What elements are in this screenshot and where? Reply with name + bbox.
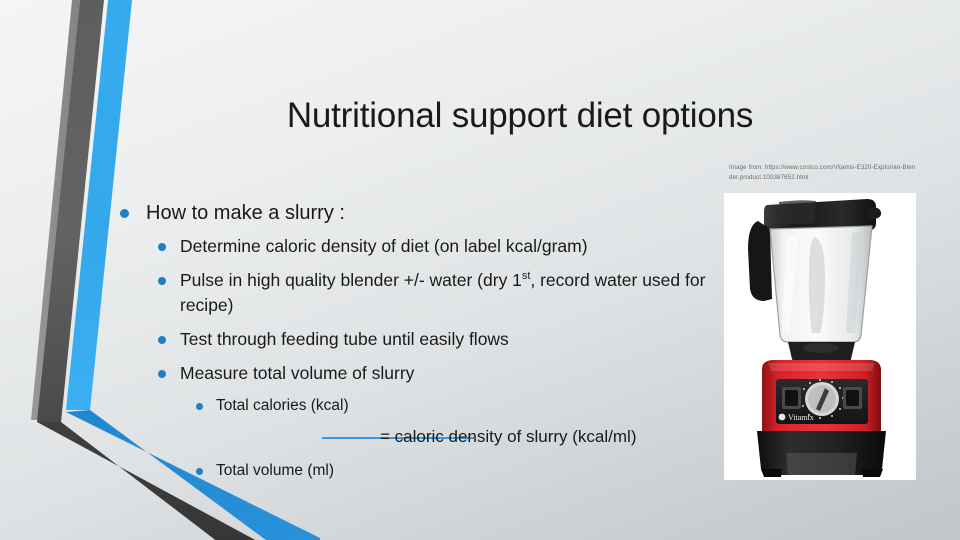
blender-brand-mark-icon [778, 413, 786, 421]
chevron-gray-bevel [31, 0, 80, 420]
blender-illustration: Vitamix [748, 199, 886, 477]
bullet-dot-icon [158, 243, 166, 251]
vitamix-blender-photo: Vitamix [724, 193, 916, 480]
bullet-step-1-text: Determine caloric density of diet (on la… [180, 236, 588, 256]
bullet-heading-text: How to make a slurry : [146, 202, 345, 224]
blender-lid-tab [867, 206, 882, 219]
bullet-step-3-text: Test through feeding tube until easily f… [180, 329, 509, 349]
list-item: Total calories (kcal) [112, 395, 712, 417]
blender-base-foot-left [761, 469, 782, 477]
blender-jar-right-shade [846, 231, 864, 333]
list-item: How to make a slurry : [112, 200, 712, 227]
formula-denominator-text: Total volume (ml) [216, 462, 334, 479]
ordinal-superscript: st [521, 270, 531, 283]
blender-blade-nut [803, 343, 839, 353]
bullet-step-2-before: Pulse in high quality blender +/- water … [180, 270, 522, 290]
blender-switch-right-rocker [846, 390, 859, 406]
blender-base-cutout [786, 453, 857, 475]
formula-numerator-text: Total calories (kcal) [216, 397, 349, 414]
list-item: Total volume (ml) [112, 460, 712, 482]
bullet-dot-icon [120, 209, 129, 218]
bullet-dot-icon [196, 403, 203, 410]
chevron-gray-upper [37, 0, 104, 422]
blender-base-foot-right [862, 469, 883, 477]
formula-result-text: = caloric density of slurry (kcal/ml) [380, 427, 637, 446]
bullet-step-2-text: Pulse in high quality blender +/- water … [180, 270, 705, 315]
bullet-dot-icon [158, 277, 166, 285]
list-item: Measure total volume of slurry [112, 361, 712, 386]
formula-fraction-row: = caloric density of slurry (kcal/ml) [112, 426, 712, 452]
image-credit-caption: Image from: https://www.costco.com/Vitam… [729, 164, 916, 181]
blender-brand-label: Vitamix [788, 413, 814, 422]
blender-jar-highlight [782, 235, 798, 333]
blender-motor-housing-top-shade [768, 363, 875, 371]
blender-switch-left-rocker [785, 390, 798, 406]
list-item: Pulse in high quality blender +/- water … [112, 268, 712, 318]
blender-handle [748, 221, 772, 301]
body-content: How to make a slurry : Determine caloric… [112, 200, 712, 491]
bullet-step-4-text: Measure total volume of slurry [180, 363, 415, 383]
blender-jar-center-reflection [808, 237, 825, 333]
bullet-dot-icon [196, 468, 203, 475]
page-title: Nutritional support diet options [286, 96, 754, 135]
blender-dial-pointer [816, 388, 829, 411]
bullet-step-2-after: , record water used for recipe) [180, 270, 706, 315]
list-item: Determine caloric density of diet (on la… [112, 234, 712, 259]
bullet-dot-icon [158, 336, 166, 344]
blender-lid-plug [779, 200, 816, 224]
fraction-bar-divider [322, 437, 474, 439]
list-item: Test through feeding tube until easily f… [112, 327, 712, 352]
bullet-dot-icon [158, 370, 166, 378]
